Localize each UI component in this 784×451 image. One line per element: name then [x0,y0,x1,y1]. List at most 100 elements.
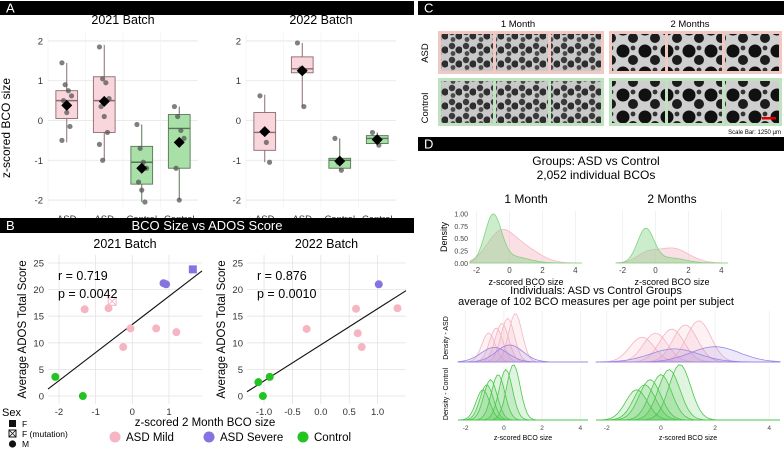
data-point [301,103,307,110]
sex-m-label: M [22,439,29,449]
c-row-asd: ASD [420,43,431,63]
data-point [173,165,179,171]
c-col-2months: 2 Months [670,19,709,30]
y-tick-label: 0.75 [454,224,468,231]
micrograph-asd-2m-a [612,34,665,71]
x-tick-label: 4 [719,266,724,275]
individual-xlabel: z-scored BCO size [494,435,552,442]
y-tick-label: -1 [35,156,43,167]
micrograph-asd-2m-c [725,34,779,71]
panel-b-title: BCO Size vs ADOS Score [132,218,283,233]
y-tick-label: 10 [33,338,44,349]
data-point [68,93,75,99]
density-xlabel-2: z-scored BCO size [634,277,709,287]
micrograph-ctrl-1m-a [441,81,493,123]
data-point [263,139,269,145]
point-mild [172,328,181,337]
density-xlabel: z-scored BCO size [488,277,563,287]
density-individual [596,346,781,363]
sex-f-label: F [22,419,27,429]
point-mutation-cross [107,296,117,306]
sex-m-marker [8,440,17,448]
point-control [254,378,263,387]
regression-line [246,290,407,393]
x-tick-label: -1 [91,407,99,418]
c-row-control: Control [420,93,431,124]
x-tick-label: -1.0 [256,407,272,418]
data-point [62,82,68,88]
box-title: 2021 Batch [91,13,154,27]
y-tick-label: 0 [238,392,243,403]
data-point [59,137,65,143]
data-point [137,145,143,151]
mean-diamond [259,126,271,138]
point-control [51,372,60,381]
panel-d-header [418,137,784,151]
data-point [171,103,178,110]
y-tick-label: 0.00 [454,261,468,268]
scale-bar [762,117,776,120]
x-axis-label: z-scored 2 Month BCO size [135,417,276,429]
y-axis-label: Average ADOS Total Score [17,260,29,398]
data-point [103,80,109,86]
d-title: Groups: ASD vs Control [532,154,659,168]
panel-c-header [418,1,784,15]
point-severe [188,265,197,274]
point-control [258,392,267,401]
x-tick-label: 0 [507,266,512,275]
d-subtitle: 2,052 individual BCOs [537,168,656,182]
data-point [59,60,65,66]
y-tick-label: 5 [238,365,243,376]
micrograph-asd-1m-a [441,34,493,71]
group-legend: ASD Mild ASD Severe Control [109,431,351,444]
x-tick-label: -2 [463,425,469,432]
box-chart-2021: 2021 Batch-2-1012ASD1 MonthASD2 MonthsCo… [35,13,199,236]
data-point [101,113,107,120]
x-tick-label: 0.0 [314,407,327,418]
y-tick-label: 1 [236,76,241,87]
mean-diamond [334,155,346,167]
y-tick-label: 0 [38,116,43,127]
micrograph-ctrl-2m-b [668,81,722,123]
legend-mild-label: ASD Mild [126,432,174,444]
r-value: r = 0.719 [58,269,108,283]
y-tick-label: 15 [33,312,44,323]
data-point [266,159,273,165]
scatter-title: 2021 Batch [93,237,156,251]
y-tick-label: 1.00 [454,211,468,218]
density-control [615,227,728,264]
data-point [294,40,301,46]
micrograph-asd-2m-b [668,34,722,71]
data-point [100,76,106,82]
data-point [104,129,111,136]
mean-diamond [136,162,148,174]
point-mild [80,305,89,314]
x-tick-label: 0.5 [343,407,356,418]
y-tick-label: 0 [236,116,241,127]
density-area [616,211,728,263]
y-tick-label: 5 [39,365,44,376]
x-tick-label: 0 [659,425,663,432]
x-tick-label: 1.0 [371,407,384,418]
point-control [78,392,87,401]
y-tick-label: 0.25 [454,249,468,256]
y-tick-label: 10 [232,338,243,349]
p-value: p = 0.0042 [58,287,117,301]
scale-bar-label: Scale Bar: 1250 µm [728,130,781,136]
data-point [142,199,148,205]
data-point [176,197,182,203]
density-asd-ylabel: Density - ASD [443,316,450,360]
mean-diamond [173,136,185,148]
panel-a-label: A [6,1,15,16]
y-tick-label: 20 [33,285,44,296]
y-tick-label: -1 [233,156,241,167]
data-point [178,127,184,134]
x-tick-label: -2 [55,407,63,418]
y-tick-label: 0 [39,392,44,403]
d2-title: Individuals: ASD vs Control Groups [510,285,682,297]
micrograph-ctrl-2m-a [612,81,665,123]
density-area [470,211,582,263]
density-individual [596,364,780,421]
micrograph-asd-1m-c [551,34,601,71]
